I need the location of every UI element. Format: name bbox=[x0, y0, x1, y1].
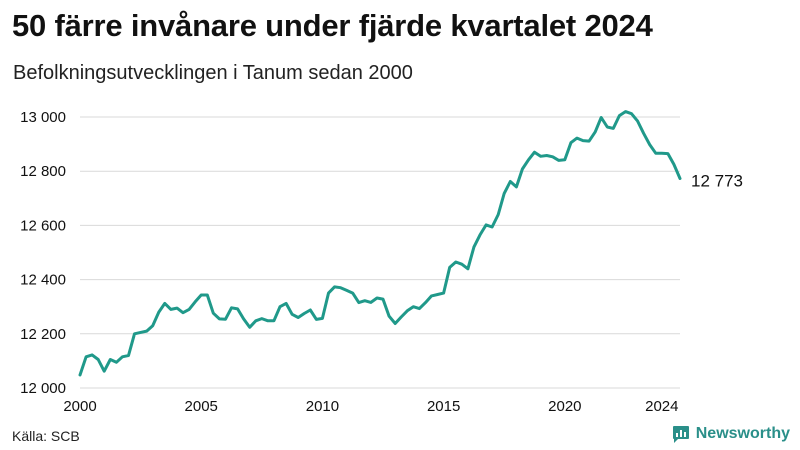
x-tick-label: 2005 bbox=[185, 398, 218, 415]
source-note: Källa: SCB bbox=[12, 428, 80, 444]
brand-logo: Newsworthy bbox=[671, 424, 790, 444]
y-tick-label: 13 000 bbox=[20, 109, 66, 126]
end-value-label: 12 773 bbox=[691, 172, 743, 191]
gridlines bbox=[80, 116, 680, 389]
x-tick-label: 2020 bbox=[548, 398, 581, 415]
x-axis-ticks: 2000 2005 2010 2015 2020 2024 bbox=[63, 398, 678, 415]
y-tick-label: 12 800 bbox=[20, 163, 66, 180]
chart-subtitle: Befolkningsutvecklingen i Tanum sedan 20… bbox=[13, 62, 413, 84]
y-tick-label: 12 000 bbox=[20, 380, 66, 397]
y-axis-ticks: 12 000 12 200 12 400 12 600 12 800 13 000 bbox=[20, 109, 66, 397]
population-series-line bbox=[78, 110, 682, 377]
chart-title: 50 färre invånare under fjärde kvartalet… bbox=[12, 8, 653, 43]
x-tick-label: 2015 bbox=[427, 398, 460, 415]
x-tick-label: 2010 bbox=[306, 398, 339, 415]
newsworthy-logo-icon bbox=[672, 426, 689, 443]
y-tick-label: 12 600 bbox=[20, 217, 66, 234]
x-tick-label: 2024 bbox=[645, 398, 678, 415]
x-tick-label: 2000 bbox=[63, 398, 96, 415]
brand-name: Newsworthy bbox=[695, 425, 790, 442]
y-tick-label: 12 400 bbox=[20, 272, 66, 289]
y-tick-label: 12 200 bbox=[20, 326, 66, 343]
